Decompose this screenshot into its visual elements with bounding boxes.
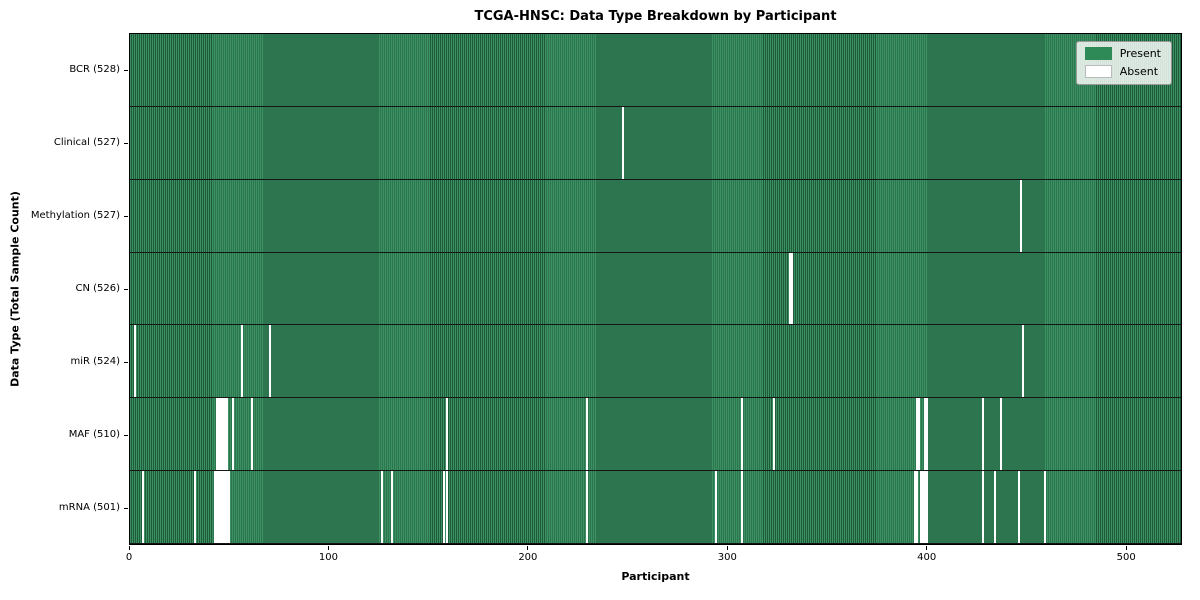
absent-marker	[585, 471, 588, 544]
absent-marker	[213, 471, 216, 544]
plot-area: Present Absent	[129, 33, 1182, 545]
y-tick-mark	[124, 69, 128, 71]
absent-marker	[926, 398, 929, 471]
absent-marker	[741, 398, 744, 471]
legend-entry-absent: Absent	[1084, 65, 1161, 78]
absent-marker	[621, 106, 624, 179]
x-tick-mark	[1125, 546, 1127, 550]
absent-marker	[215, 471, 218, 544]
absent-marker	[981, 471, 984, 544]
absent-marker	[585, 398, 588, 471]
absent-marker	[390, 471, 393, 544]
absent-marker	[223, 471, 226, 544]
absent-marker	[193, 471, 196, 544]
legend-label: Absent	[1119, 65, 1159, 78]
y-tick-mark	[124, 362, 128, 364]
heatmap-row-BCR	[130, 34, 1181, 107]
absent-marker	[788, 252, 791, 325]
y-tick-label: BCR (528)	[69, 63, 120, 75]
legend-swatch-present	[1084, 47, 1112, 60]
absent-marker	[924, 398, 927, 471]
x-tick-label: 100	[318, 552, 338, 563]
y-tick-label: mRNA (501)	[58, 502, 120, 514]
absent-marker	[446, 471, 449, 544]
absent-marker	[133, 325, 136, 398]
x-tick-mark	[327, 546, 329, 550]
absent-marker	[999, 398, 1002, 471]
absent-marker	[241, 325, 244, 398]
absent-marker	[225, 398, 228, 471]
absent-marker	[141, 471, 144, 544]
absent-marker	[217, 398, 220, 471]
absent-marker	[227, 471, 230, 544]
heatmap-row-CN	[130, 252, 1181, 326]
x-tick-label: 0	[125, 552, 133, 563]
absent-marker	[215, 398, 218, 471]
heatmap-row-MAF	[130, 398, 1181, 472]
absent-marker	[221, 471, 224, 544]
y-tick-label: Clinical (527)	[53, 136, 120, 148]
absent-marker	[790, 252, 793, 325]
absent-marker	[772, 398, 775, 471]
absent-marker	[1021, 325, 1024, 398]
absent-marker	[225, 471, 228, 544]
x-tick-label: 400	[917, 552, 937, 563]
y-tick-label: MAF (510)	[68, 429, 120, 441]
legend-label: Present	[1119, 47, 1161, 60]
x-tick-mark	[527, 546, 529, 550]
heatmap-row-Clinical	[130, 106, 1181, 180]
x-tick-label: 300	[717, 552, 737, 563]
y-tick-mark	[124, 508, 128, 510]
absent-marker	[741, 471, 744, 544]
chart-title: TCGA-HNSC: Data Type Breakdown by Partic…	[474, 9, 837, 24]
absent-marker	[269, 325, 272, 398]
absent-marker	[221, 398, 224, 471]
legend-entry-present: Present	[1084, 47, 1161, 60]
y-tick-label: Methylation (527)	[30, 209, 120, 221]
x-tick-mark	[726, 546, 728, 550]
absent-marker	[1019, 179, 1022, 252]
y-tick-mark	[124, 215, 128, 217]
x-tick-label: 500	[1116, 552, 1136, 563]
x-tick-label: 200	[518, 552, 538, 563]
absent-marker	[1017, 471, 1020, 544]
y-tick-mark	[124, 435, 128, 437]
absent-marker	[715, 471, 718, 544]
absent-marker	[219, 471, 222, 544]
y-tick-mark	[124, 289, 128, 290]
absent-marker	[920, 471, 923, 544]
heatmap-row-Methylation	[130, 179, 1181, 253]
absent-marker	[916, 471, 919, 544]
absent-marker	[916, 398, 919, 471]
absent-marker	[217, 471, 220, 544]
x-tick-mark	[926, 546, 928, 550]
heatmap-row-mRNA	[130, 471, 1181, 545]
absent-marker	[924, 471, 927, 544]
absent-marker	[223, 398, 226, 471]
absent-marker	[231, 398, 234, 471]
x-axis-label: Participant	[621, 570, 690, 583]
legend-swatch-absent	[1084, 65, 1112, 78]
absent-marker	[918, 398, 921, 471]
y-tick-mark	[124, 142, 128, 144]
absent-marker	[1043, 471, 1046, 544]
absent-marker	[380, 471, 383, 544]
absent-marker	[442, 471, 445, 544]
absent-marker	[922, 471, 925, 544]
absent-marker	[914, 471, 917, 544]
absent-marker	[926, 471, 929, 544]
legend: Present Absent	[1075, 41, 1172, 85]
absent-marker	[981, 398, 984, 471]
y-tick-label: miR (524)	[70, 356, 120, 368]
absent-marker	[219, 398, 222, 471]
x-tick-mark	[128, 546, 130, 550]
y-tick-label: CN (526)	[75, 283, 120, 294]
heatmap-row-miR	[130, 325, 1181, 399]
absent-marker	[251, 398, 254, 471]
absent-marker	[993, 471, 996, 544]
absent-marker	[446, 398, 449, 471]
